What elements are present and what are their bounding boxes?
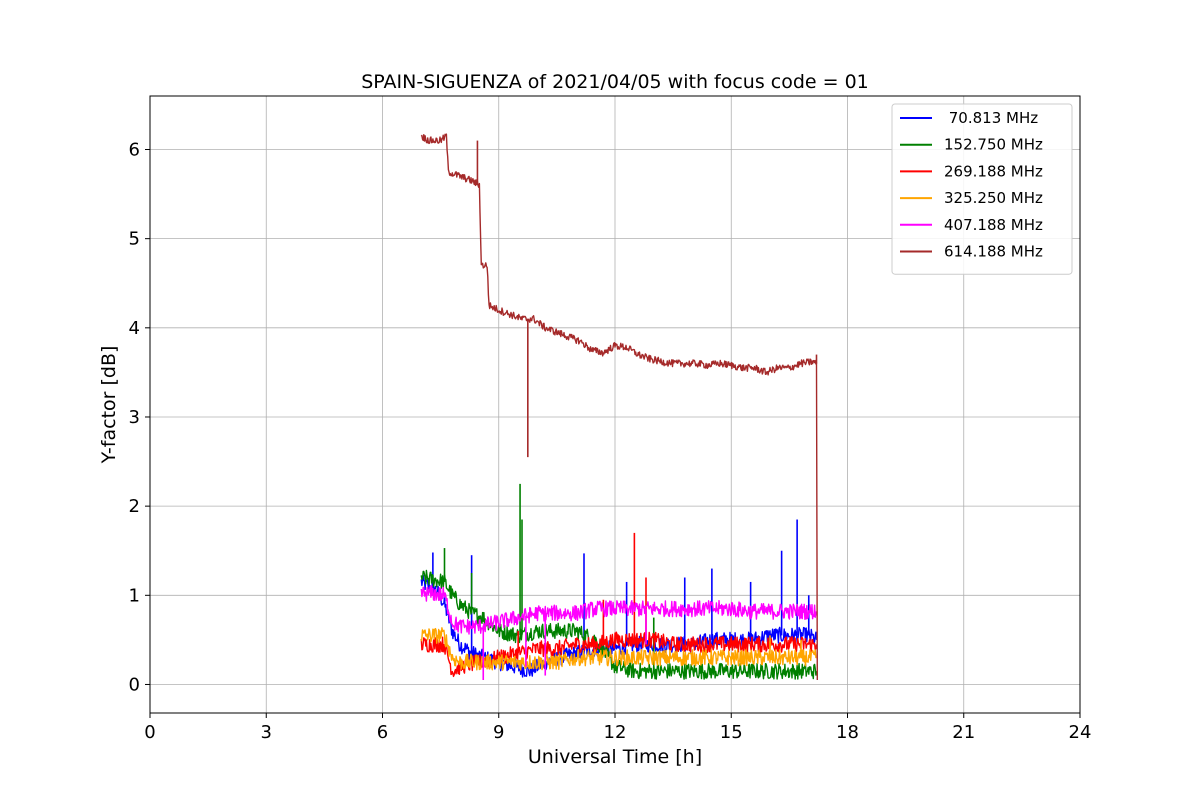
x-tick-label: 15 [720, 722, 743, 743]
x-tick-label: 3 [261, 722, 272, 743]
y-tick-label: 0 [129, 674, 140, 695]
series-5 [420, 585, 818, 681]
y-tick-label: 6 [129, 139, 140, 160]
legend: 70.813 MHz 152.750 MHz 269.188 MHz 325.250 … [891, 103, 1073, 275]
x-tick-label: 9 [493, 722, 504, 743]
y-tick-label: 3 [129, 407, 140, 428]
legend-label: 407.188 MHz [944, 216, 1043, 234]
legend-label: 152.750 MHz [944, 136, 1043, 154]
series-layer [420, 133, 818, 681]
y-tick-label: 5 [129, 229, 140, 250]
x-axis-title: Universal Time [h] [528, 746, 702, 768]
legend-box [891, 103, 1073, 275]
x-tick-label: 0 [144, 722, 155, 743]
x-tick-label: 6 [377, 722, 388, 743]
series-line [420, 585, 818, 635]
x-tick-label: 12 [604, 722, 627, 743]
legend-label: 614.188 MHz [944, 243, 1043, 261]
x-tick-label: 18 [836, 722, 859, 743]
y-axis-title: Y-factor [dB] [98, 346, 120, 465]
series-4 [420, 627, 817, 671]
x-tick-label: 21 [952, 722, 975, 743]
legend-label: 269.188 MHz [944, 162, 1043, 180]
y-tick-label: 4 [129, 318, 140, 339]
series-line [420, 133, 818, 681]
chart-title: SPAIN-SIGUENZA of 2021/04/05 with focus … [361, 71, 869, 93]
legend-label: 70.813 MHz [944, 109, 1038, 127]
x-tick-label: 24 [1069, 722, 1092, 743]
series-6 [420, 133, 818, 681]
y-tick-label: 2 [129, 496, 140, 517]
series-line [420, 627, 817, 671]
legend-label: 325.250 MHz [944, 189, 1043, 207]
y-tick-label: 1 [129, 585, 140, 606]
